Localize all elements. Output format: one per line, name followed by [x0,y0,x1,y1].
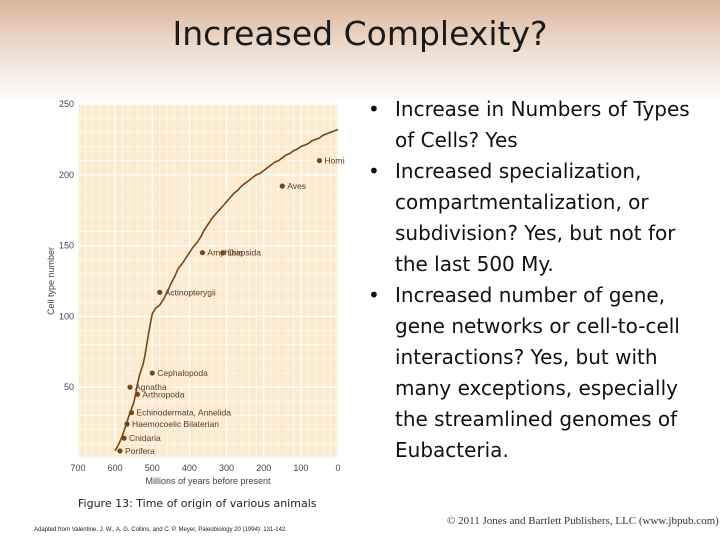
x-tick-label: 300 [219,463,234,473]
y-tick-label: 50 [64,382,74,392]
data-point [220,250,226,256]
data-label: Echinodermata, Annelida [136,408,231,418]
bullet-text: Increased specialization, compartmentali… [395,159,676,276]
data-point [124,421,130,427]
data-point [117,448,123,454]
cell-type-chart: 50 100 150 200 250 700 600 500 400 300 200 100 0 Mill… [40,98,345,490]
bullet-item: • Increased specialization, compartmental… [362,156,714,280]
bullet-item: • Increase in Numbers of Types of Cells? … [362,94,714,156]
x-tick-label: 400 [182,463,197,473]
y-tick-label: 200 [59,170,74,180]
y-axis-label: Cell type number [46,247,56,315]
bullet-dot: • [368,283,380,307]
data-point [134,391,141,397]
data-label: Haemocoelic Bilaterian [132,419,219,429]
data-label: Aves [287,181,306,191]
data-label: Porifera [125,446,155,456]
bullet-text: Increased number of gene, gene networks … [395,283,680,462]
data-label: Hominidae [324,156,345,166]
bullet-text: Increase in Numbers of Types of Cells? Y… [395,97,690,152]
data-point [149,370,155,376]
x-tick-label: 100 [293,463,308,473]
data-point [199,250,206,256]
data-label: Arthropoda [142,389,184,399]
y-tick-label: 100 [59,311,74,321]
bullet-item: • Increased number of gene, gene networks… [362,280,714,466]
data-point [316,158,323,164]
bullet-dot: • [368,97,380,121]
data-label: Cnidaria [129,433,161,443]
data-label: Agnatha [135,382,167,392]
slide-title: Increased Complexity? [172,14,548,53]
bullet-list: • Increase in Numbers of Types of Cells? … [362,94,714,466]
data-point [121,435,127,441]
data-label: Cephalopoda [157,368,208,378]
data-point [128,410,135,416]
x-tick-label: 0 [335,463,340,473]
x-axis-label: Millions of years before present [145,476,271,486]
y-tick-label: 150 [59,241,74,251]
plot-background [78,104,338,458]
copyright-notice: © 2011 Jones and Bartlett Publishers, LL… [447,515,719,527]
series-line [114,128,339,452]
x-tick-label: 500 [145,463,160,473]
y-tick-label: 250 [59,99,74,109]
bullet-dot: • [368,159,380,183]
x-tick-label: 200 [256,463,271,473]
x-tick-label: 700 [70,463,85,473]
data-label: Actinopterygii [165,287,216,297]
source-citation: Adapted from Valentine, J. W., A. G. Col… [34,527,287,533]
data-point [279,183,285,189]
figure-caption: Figure 13: Time of origin of various ani… [78,497,317,510]
x-tick-label: 600 [108,463,123,473]
data-label: Diapsida [228,248,261,258]
data-point [127,384,133,390]
data-point [157,289,163,295]
